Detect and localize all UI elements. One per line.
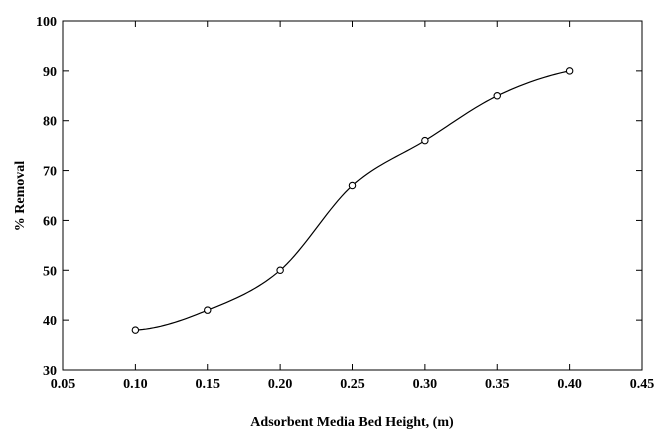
x-tick-label: 0.15 (196, 377, 221, 392)
x-tick-label: 0.30 (413, 377, 438, 392)
plot-frame (62, 20, 643, 371)
y-tick-label: 70 (43, 165, 57, 180)
y-axis: 30 40 50 60 70 80 90 100 (36, 15, 642, 379)
x-tick-label: 0.35 (485, 377, 510, 392)
x-tick-label: 0.05 (51, 377, 76, 392)
data-point (493, 92, 501, 100)
y-tick-label: 90 (43, 65, 57, 80)
y-tick-label: 80 (43, 115, 57, 130)
data-points (131, 67, 574, 334)
x-axis: 0.05 0.10 0.15 0.20 0.25 0.30 0.35 0.40 0.45 (51, 21, 655, 392)
x-tick-label: 0.10 (123, 377, 148, 392)
data-point (204, 306, 212, 314)
x-tick-label: 0.45 (630, 377, 655, 392)
fit-curve (135, 70, 570, 331)
y-tick-label: 60 (43, 214, 57, 229)
x-tick-label: 0.40 (557, 377, 582, 392)
y-tick-label: 50 (43, 264, 57, 279)
y-axis-title: % Removal (13, 161, 28, 231)
y-tick-label: 40 (43, 314, 57, 329)
data-point (276, 266, 284, 275)
data-point (565, 67, 574, 75)
data-point (131, 326, 140, 334)
x-tick-label: 0.20 (268, 377, 293, 392)
y-tick-label: 100 (36, 15, 57, 30)
data-point (421, 136, 429, 145)
x-axis-title: Adsorbent Media Bed Height, (m) (250, 415, 454, 430)
x-tick-label: 0.25 (340, 377, 365, 392)
y-tick-label: 30 (43, 364, 57, 379)
data-point (348, 181, 357, 190)
